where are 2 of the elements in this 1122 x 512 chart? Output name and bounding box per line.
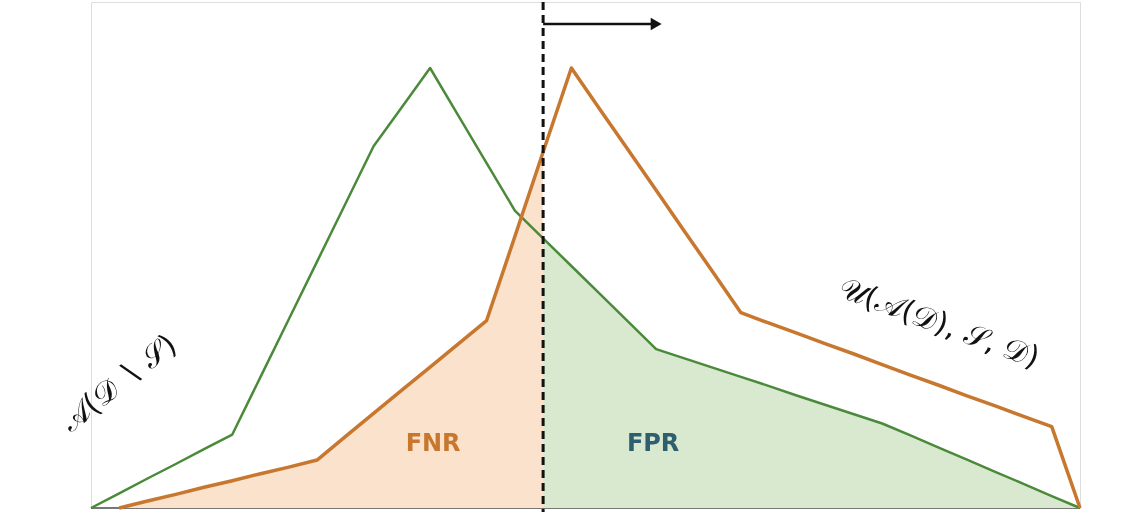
annotation: FPR: [626, 429, 680, 457]
annotation: FNR: [405, 429, 461, 457]
